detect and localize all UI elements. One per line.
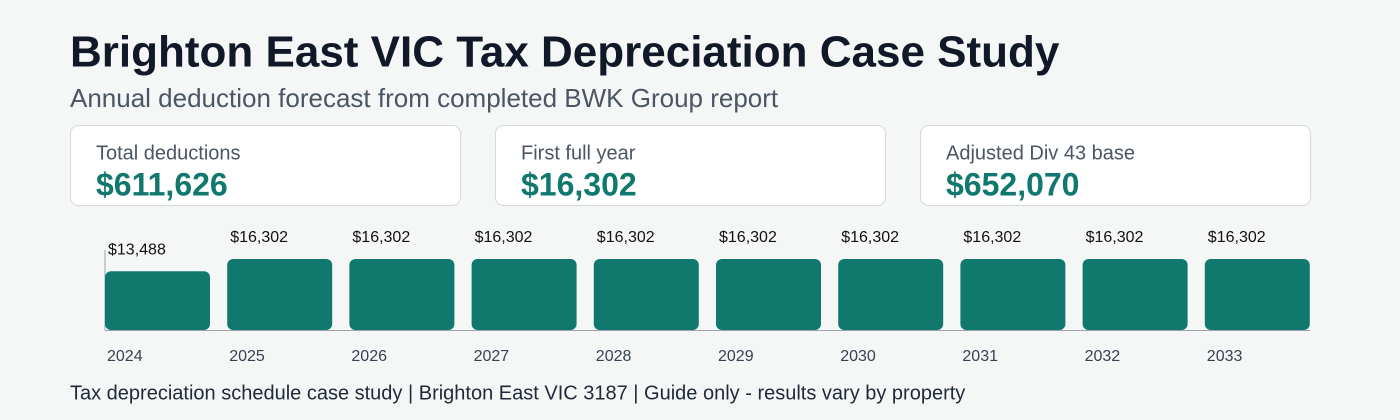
x-tick-label: 2026	[351, 348, 387, 365]
kpi-label: Adjusted Div 43 base	[946, 142, 1135, 164]
bar	[471, 259, 577, 330]
bar	[838, 259, 944, 330]
value-label: $16,302	[352, 229, 410, 246]
kpi-label: First full year	[521, 142, 636, 164]
bar	[105, 271, 210, 330]
value-label: $13,488	[108, 241, 166, 258]
bar	[227, 259, 333, 330]
kpi-card	[495, 125, 886, 206]
kpi-value: $652,070	[946, 166, 1079, 202]
bar	[1082, 259, 1188, 330]
value-label: $16,302	[1086, 229, 1144, 246]
bar	[349, 259, 455, 330]
bar	[1204, 259, 1310, 330]
bar	[960, 259, 1066, 330]
footer: Tax depreciation schedule case study | B…	[70, 382, 965, 404]
kpi-value: $16,302	[521, 166, 637, 202]
x-tick-label: 2029	[718, 348, 754, 365]
bar	[593, 259, 699, 330]
x-tick-label: 2031	[962, 348, 998, 365]
x-tick-label: 2024	[107, 348, 143, 365]
value-label: $16,302	[597, 229, 655, 246]
value-label: $16,302	[475, 229, 533, 246]
x-tick-label: 2028	[596, 348, 632, 365]
bar	[716, 259, 821, 330]
value-label: $16,302	[1208, 229, 1266, 246]
value-label: $16,302	[963, 229, 1021, 246]
x-tick-label: 2032	[1085, 348, 1121, 365]
kpi-card	[920, 125, 1311, 206]
title: Brighton East VIC Tax Depreciation Case …	[70, 28, 1060, 77]
kpi-value: $611,626	[96, 166, 228, 202]
kpi-cards: Total deductions $611,626 First full yea…	[70, 125, 1311, 206]
kpi-label: Total deductions	[96, 142, 241, 164]
x-tick-label: 2033	[1207, 348, 1243, 365]
x-tick-label: 2025	[229, 348, 265, 365]
value-label: $16,302	[841, 229, 899, 246]
x-tick-label: 2030	[840, 348, 876, 365]
x-tick-label: 2027	[474, 348, 510, 365]
value-label: $16,302	[230, 229, 288, 246]
subtitle: Annual deduction forecast from completed…	[70, 83, 779, 113]
value-label: $16,302	[719, 229, 777, 246]
kpi-card	[70, 125, 461, 206]
